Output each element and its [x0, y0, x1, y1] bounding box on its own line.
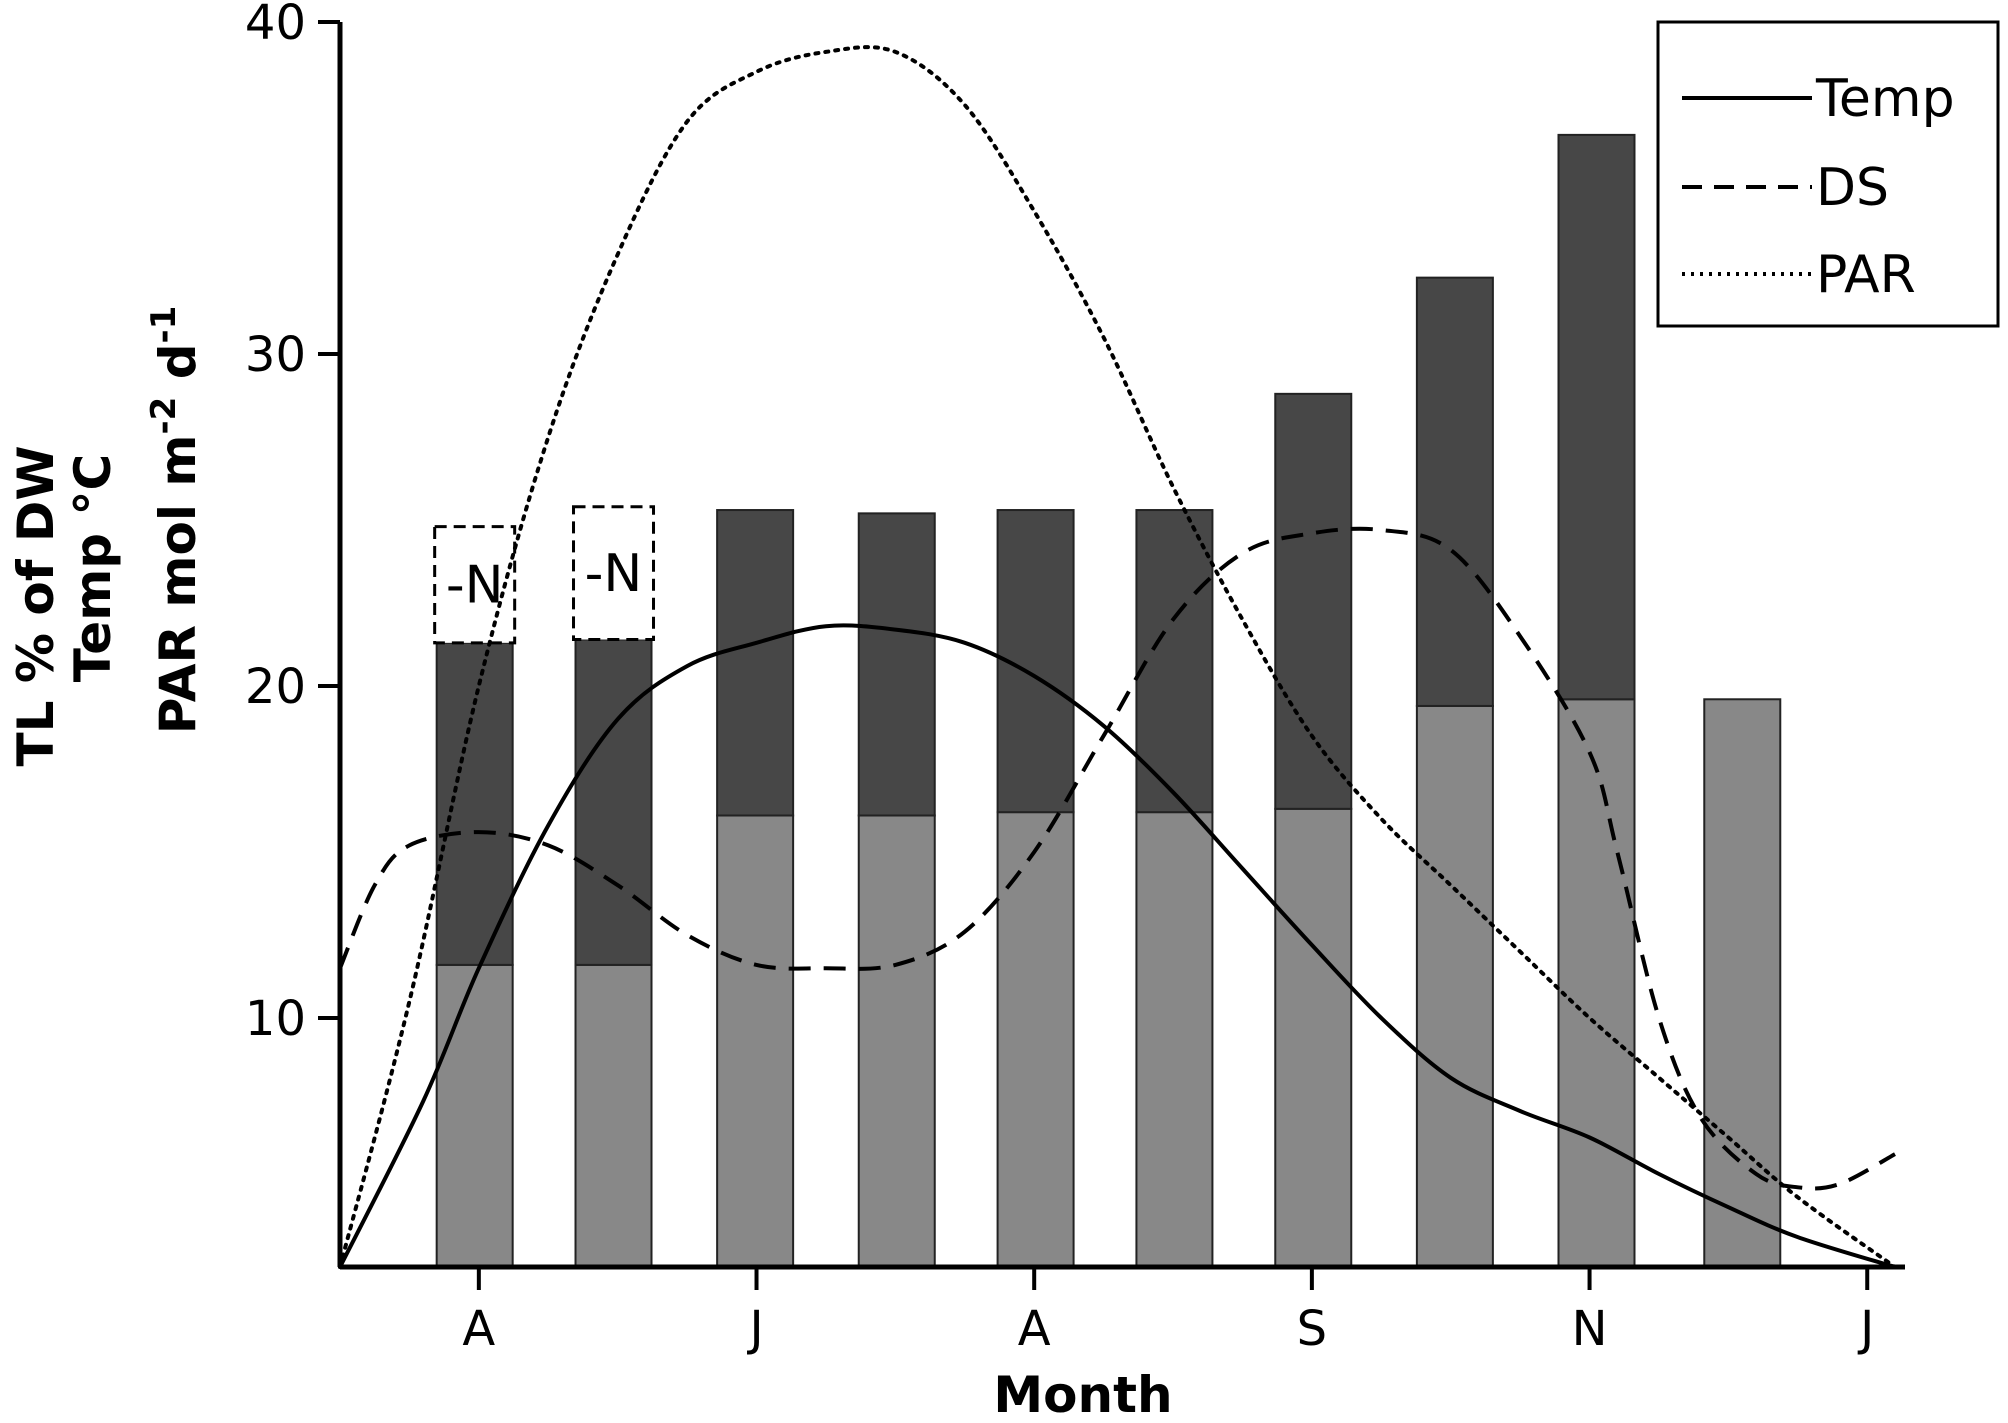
bar-upper-4	[857, 512, 936, 817]
bar-upper-8	[1415, 276, 1494, 707]
x-tick-label-1: A	[462, 1301, 495, 1357]
bar-lower-10	[1703, 698, 1782, 1268]
x-tick-label-3: A	[1018, 1301, 1051, 1357]
legend-label-ds: DS	[1816, 158, 1889, 218]
bar-upper-3	[716, 509, 795, 817]
legend: Temp DS PAR	[1656, 20, 2000, 328]
notes-layer: -N -N	[433, 505, 656, 645]
y-tick-label-10: 10	[245, 991, 306, 1047]
bar-lower-8	[1415, 704, 1494, 1268]
x-tick-label-6: J	[1857, 1301, 1874, 1357]
bars-layer	[435, 133, 1782, 1269]
bar-upper-9	[1557, 133, 1636, 701]
bar-upper-2	[574, 638, 653, 966]
x-axis-title: Month	[993, 1366, 1172, 1423]
x-tick-label-2: J	[746, 1301, 763, 1357]
bar-lower-2	[574, 963, 653, 1268]
legend-box	[1656, 20, 2000, 328]
y-axis-title-line-2: Temp °C	[64, 454, 122, 682]
y-tick-label-40: 40	[245, 0, 306, 51]
y-axis-title-sup-d: -1	[144, 306, 184, 344]
y-ticks: 10 20 30 40	[245, 0, 340, 1047]
legend-label-temp: Temp	[1815, 69, 1955, 129]
bar-upper-7	[1274, 392, 1353, 810]
axes	[337, 22, 1905, 1270]
bar-lower-7	[1274, 807, 1353, 1269]
lines-layer	[338, 45, 1897, 1269]
nitrogen-note-box-2	[572, 505, 656, 642]
x-tick-label-5: N	[1572, 1301, 1608, 1357]
legend-label-par: PAR	[1816, 245, 1916, 305]
series-line-ds	[338, 526, 1896, 1191]
bar-upper-1	[435, 641, 514, 966]
bar-lower-5	[996, 811, 1075, 1268]
bar-lower-1	[435, 963, 514, 1268]
x-tick-label-4: S	[1297, 1301, 1327, 1357]
bar-lower-6	[1135, 811, 1214, 1268]
bar-lower-9	[1557, 698, 1636, 1268]
series-line-par	[338, 45, 1897, 1269]
nitrogen-note-label-1: -N	[446, 556, 504, 616]
y-axis-title-par: PAR mol m	[149, 435, 207, 735]
y-axis-title-d: d	[149, 344, 207, 397]
y-axis-title: TL % of DW Temp °C PAR mol m-2 d-1	[7, 306, 207, 767]
bar-upper-6	[1135, 509, 1214, 814]
y-axis-title-sup-m: -2	[144, 397, 184, 435]
y-tick-label-20: 20	[245, 659, 306, 715]
bar-lower-3	[716, 814, 795, 1268]
nitrogen-note-box-1	[433, 525, 517, 645]
y-axis-title-line-3: PAR mol m-2 d-1	[144, 306, 207, 735]
series-line-temp	[338, 623, 1897, 1269]
y-axis-title-line-1: TL % of DW	[7, 445, 65, 766]
nitrogen-note-label-2: -N	[585, 544, 643, 604]
bar-lower-4	[857, 814, 936, 1268]
y-tick-label-30: 30	[245, 327, 306, 383]
